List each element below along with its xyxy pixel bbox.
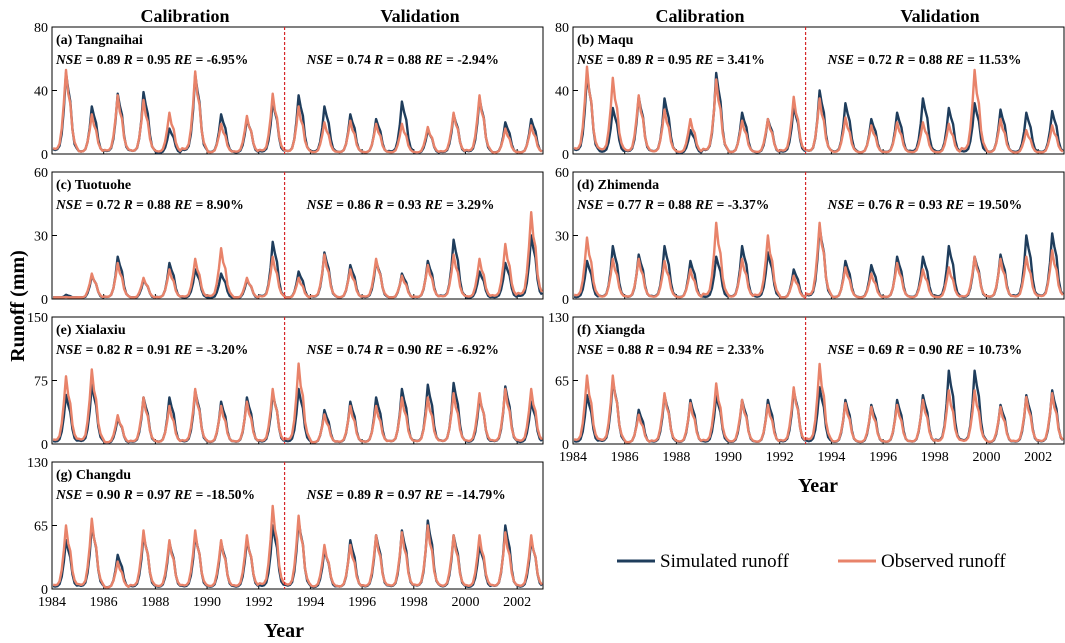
calibration-metrics: NSE = 0.77 R = 0.88 RE = -3.37% (576, 197, 769, 212)
observed-series (52, 362, 543, 444)
panel-f: 0 65 130 1984 1986 1988 1990 1992 1994 1996 1998 20… (548, 311, 1065, 465)
validation-metrics: NSE = 0.74 R = 0.88 RE = -2.94% (306, 52, 499, 67)
station-title: (g) Changdu (56, 468, 131, 483)
validation-header-right: Validation (900, 6, 979, 26)
observed-series (53, 211, 544, 299)
y-tick-label: 0 (562, 293, 569, 308)
x-tick-label: 1996 (348, 595, 376, 610)
validation-header-left: Validation (380, 6, 459, 26)
y-tick-label: 130 (27, 456, 48, 471)
y-tick-label: 60 (555, 166, 569, 181)
calibration-metrics: NSE = 0.89 R = 0.95 RE = -6.95% (55, 52, 248, 67)
validation-metrics: NSE = 0.72 R = 0.88 RE = 11.53% (827, 52, 1022, 67)
x-tick-label: 2002 (1024, 450, 1052, 465)
x-tick-label: 1992 (766, 450, 794, 465)
y-tick-label: 30 (34, 230, 48, 245)
y-tick-label: 0 (41, 293, 48, 308)
x-tick-label: 1984 (38, 595, 66, 610)
x-axis-label-left: Year (264, 620, 304, 642)
panel-e: 0 75 150 (e) Xialaxiu NSE = 0.82 R = 0.91 RE… (27, 311, 544, 453)
validation-metrics: NSE = 0.76 R = 0.93 RE = 19.50% (827, 197, 1023, 212)
observed-series (573, 65, 1064, 154)
x-tick-label: 2002 (503, 595, 531, 610)
validation-metrics: NSE = 0.89 R = 0.97 RE = -14.79% (306, 487, 506, 502)
x-tick-label: 1988 (141, 595, 169, 610)
x-tick-label: 1990 (714, 450, 742, 465)
y-tick-label: 0 (562, 148, 569, 163)
y-tick-label: 30 (555, 230, 569, 245)
y-tick-label: 80 (555, 21, 569, 36)
y-tick-label: 65 (34, 520, 48, 535)
y-tick-label: 150 (27, 311, 48, 326)
y-tick-label: 130 (548, 311, 569, 326)
calibration-header-left: Calibration (140, 6, 229, 26)
simulated-series (53, 234, 543, 299)
observed-series (573, 362, 1064, 444)
station-title: (c) Tuotuohe (56, 178, 131, 193)
y-tick-label: 0 (41, 148, 48, 163)
calibration-metrics: NSE = 0.82 R = 0.91 RE = -3.20% (55, 342, 248, 357)
y-tick-label: 65 (555, 375, 569, 390)
x-axis-label-right: Year (798, 475, 838, 497)
x-tick-label: 1992 (245, 595, 273, 610)
legend-observed-label: Observed runoff (881, 551, 1006, 572)
y-axis-label: Runoff (mm) (7, 250, 29, 362)
x-tick-label: 1996 (869, 450, 897, 465)
x-tick-label: 1990 (193, 595, 221, 610)
y-tick-label: 60 (34, 166, 48, 181)
x-tick-label: 1998 (400, 595, 428, 610)
x-tick-label: 1986 (611, 450, 639, 465)
calibration-metrics: NSE = 0.88 R = 0.94 RE = 2.33% (576, 342, 765, 357)
x-tick-label: 1986 (90, 595, 118, 610)
panel-a: 0 40 80 (a) Tangnaihai NSE = 0.89 R = 0.95 R… (34, 21, 544, 163)
panel-d: 0 30 60 (d) Zhimenda NSE = 0.77 R = 0.88 RE … (555, 166, 1065, 308)
station-title: (a) Tangnaihai (56, 33, 143, 48)
x-tick-label: 2000 (451, 595, 479, 610)
y-tick-label: 0 (41, 583, 48, 598)
calibration-metrics: NSE = 0.89 R = 0.95 RE = 3.41% (576, 52, 765, 67)
observed-series (573, 221, 1064, 299)
calibration-header-right: Calibration (655, 6, 744, 26)
y-tick-label: 0 (562, 438, 569, 453)
y-tick-label: 0 (41, 438, 48, 453)
validation-metrics: NSE = 0.69 R = 0.90 RE = 10.73% (827, 342, 1023, 357)
x-tick-label: 1998 (921, 450, 949, 465)
observed-series (52, 68, 543, 154)
y-tick-label: 40 (34, 85, 48, 100)
y-tick-label: 40 (555, 85, 569, 100)
station-title: (f) Xiangda (577, 323, 645, 338)
y-tick-label: 80 (34, 21, 48, 36)
station-title: (b) Maqu (577, 33, 634, 48)
panel-c: 0 30 60 (c) Tuotuohe NSE = 0.72 R = 0.88 RE … (34, 166, 544, 308)
panels: 0 40 80 (a) Tangnaihai NSE = 0.89 R = 0.95 R… (27, 21, 1065, 610)
panel-g: 0 65 130 1984 1986 1988 1990 1992 1994 1996 1998 20… (27, 456, 544, 610)
station-title: (e) Xialaxiu (56, 323, 126, 338)
calibration-metrics: NSE = 0.90 R = 0.97 RE = -18.50% (55, 487, 255, 502)
x-tick-label: 2000 (972, 450, 1000, 465)
y-tick-label: 75 (34, 375, 48, 390)
validation-metrics: NSE = 0.86 R = 0.93 RE = 3.29% (306, 197, 495, 212)
observed-series (52, 504, 543, 589)
legend: Simulated runoff Observed runoff (617, 551, 1006, 572)
calibration-metrics: NSE = 0.72 R = 0.88 RE = 8.90% (55, 197, 244, 212)
panel-b: 0 40 80 (b) Maqu NSE = 0.89 R = 0.95 RE = 3.… (555, 21, 1065, 163)
legend-simulated-label: Simulated runoff (660, 551, 790, 572)
x-tick-label: 1988 (662, 450, 690, 465)
x-tick-label: 1994 (817, 450, 845, 465)
x-tick-label: 1994 (296, 595, 324, 610)
validation-metrics: NSE = 0.74 R = 0.90 RE = -6.92% (306, 342, 499, 357)
x-tick-label: 1984 (559, 450, 587, 465)
station-title: (d) Zhimenda (577, 178, 659, 193)
